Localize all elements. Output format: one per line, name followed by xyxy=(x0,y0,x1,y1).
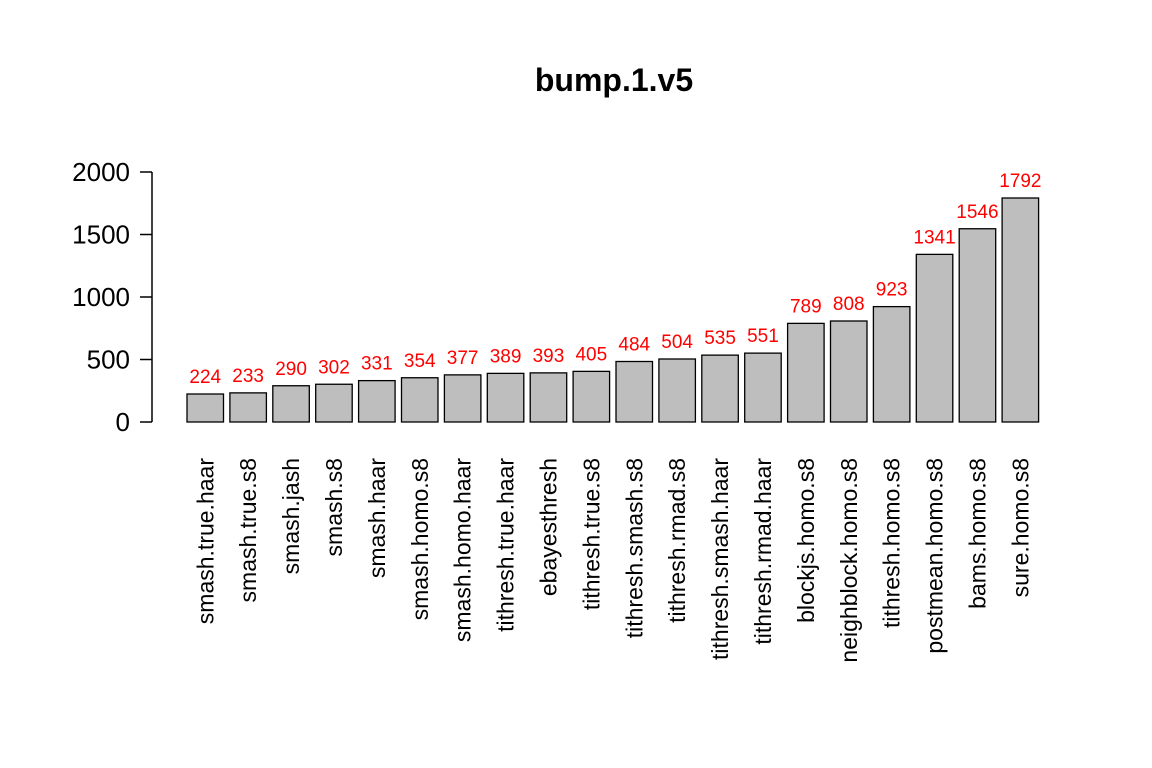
bar xyxy=(572,370,611,423)
x-tick-label: tithresh.smash.haar xyxy=(707,458,733,660)
bar-value-label: 377 xyxy=(447,348,479,369)
bar-value-label: 808 xyxy=(833,294,865,315)
y-tick-label: 1000 xyxy=(72,282,130,312)
bar-value-label: 331 xyxy=(361,354,393,375)
bar xyxy=(658,358,697,423)
bar xyxy=(443,374,482,423)
bar xyxy=(786,322,825,423)
bar-value-label: 233 xyxy=(232,366,264,387)
bar-value-label: 1792 xyxy=(999,171,1041,192)
bar-value-label: 484 xyxy=(618,335,650,356)
x-tick-label: smash.jash xyxy=(278,458,304,574)
bar xyxy=(272,385,310,423)
y-axis: 0 500 1000 1500 2000 xyxy=(72,157,153,437)
y-tick-label: 0 xyxy=(116,407,130,437)
bar-value-label: 789 xyxy=(790,296,822,317)
x-tick-label: blockjs.homo.s8 xyxy=(793,458,819,623)
bar-value-label: 1546 xyxy=(956,202,998,223)
bar xyxy=(1001,197,1040,423)
y-tick-label: 500 xyxy=(87,345,130,375)
x-tick-label: tithresh.smash.s8 xyxy=(621,458,647,638)
bar xyxy=(829,320,868,423)
bar xyxy=(315,383,353,423)
x-tick-label: smash.haar xyxy=(364,458,390,579)
bar-value-label: 290 xyxy=(275,359,307,380)
bar-value-label: 923 xyxy=(876,280,908,301)
bar xyxy=(486,372,525,423)
x-tick-label: smash.true.s8 xyxy=(235,458,261,602)
bar-value-label: 389 xyxy=(490,346,522,367)
bar-value-label: 302 xyxy=(318,357,350,378)
bar-value-label: 1341 xyxy=(913,227,955,248)
x-tick-label: sure.homo.s8 xyxy=(1007,458,1033,597)
bar-value-label: 551 xyxy=(747,326,779,347)
bar-value-label: 504 xyxy=(661,332,693,353)
value-labels: 224 233 290 302 331 354 377 389 393 405 484 504 535 5… xyxy=(189,171,1041,388)
bar xyxy=(701,354,739,423)
bar-value-label: 535 xyxy=(704,328,736,349)
bar-value-label: 393 xyxy=(533,346,565,367)
x-tick-label: neighblock.homo.s8 xyxy=(836,458,862,663)
bars xyxy=(186,197,1040,423)
x-tick-label: smash.homo.s8 xyxy=(407,458,433,620)
bar-value-label: 405 xyxy=(575,344,607,365)
x-tick-label: tithresh.true.s8 xyxy=(578,458,604,610)
bar xyxy=(529,372,568,423)
x-tick-label: bams.homo.s8 xyxy=(964,458,990,609)
x-tick-label: smash.s8 xyxy=(321,458,347,556)
bar xyxy=(229,392,268,423)
x-tick-label: postmean.homo.s8 xyxy=(922,458,948,654)
x-tick-label: tithresh.rmad.haar xyxy=(750,458,776,645)
bar xyxy=(872,305,911,423)
bar xyxy=(958,228,997,423)
x-tick-label: tithresh.true.haar xyxy=(493,458,519,632)
x-tick-label: ebayesthresh xyxy=(535,458,561,596)
x-tick-label: tithresh.homo.s8 xyxy=(879,458,905,628)
chart-title: bump.1.v5 xyxy=(535,62,693,98)
bar-value-label: 354 xyxy=(404,351,436,372)
x-tick-label: smash.true.haar xyxy=(192,458,218,625)
bar xyxy=(400,377,439,423)
bar xyxy=(357,379,396,423)
bar xyxy=(186,393,225,423)
y-tick-label: 1500 xyxy=(72,220,130,250)
y-tick-label: 2000 xyxy=(72,157,130,187)
bar xyxy=(744,352,782,423)
x-tick-label: smash.homo.haar xyxy=(450,458,476,642)
x-tick-label: tithresh.rmad.s8 xyxy=(664,458,690,623)
bar xyxy=(915,253,954,423)
bar xyxy=(615,360,654,423)
x-axis-labels: smash.true.haar smash.true.s8 smash.jash sm… xyxy=(192,458,1033,663)
bar-value-label: 224 xyxy=(189,367,221,388)
